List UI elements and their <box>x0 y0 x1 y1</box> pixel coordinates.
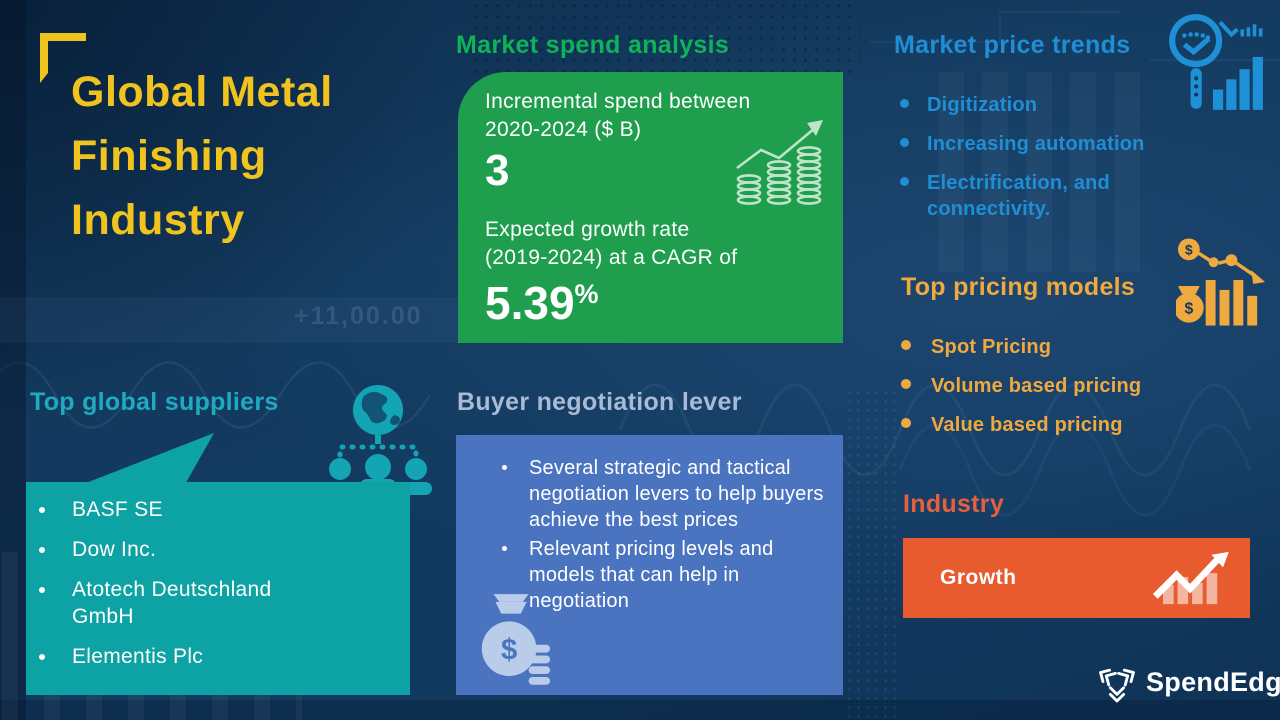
list-item-label: Volume based pricing <box>931 375 1142 397</box>
bullet-dot-icon <box>39 587 45 593</box>
market-spend-panel: Incremental spend between 2020-2024 ($ B… <box>458 72 843 343</box>
bullet-dot-icon <box>901 418 911 428</box>
pricing-models-heading: Top pricing models <box>901 273 1136 301</box>
list-item: Digitization <box>900 92 1167 118</box>
industry-growth-panel: Growth <box>903 538 1250 618</box>
page-title-line: Industry <box>71 196 245 244</box>
bullet-dot-icon <box>39 507 45 513</box>
list-item: Value based pricing <box>901 412 1201 439</box>
cagr-number: 5.39 <box>485 277 575 329</box>
list-item: Volume based pricing <box>901 373 1201 400</box>
list-item-label: Several strategic and tactical negotiati… <box>529 457 824 531</box>
industry-value-label: Growth <box>940 566 1017 589</box>
list-item-label: Increasing automation <box>927 133 1145 155</box>
list-item: Electrification, and connectivity. <box>900 170 1167 222</box>
incremental-spend-label: Incremental spend between 2020-2024 ($ B… <box>485 88 751 144</box>
incremental-spend-value: 3 <box>485 146 510 195</box>
suppliers-panel: BASF SE Dow Inc. Atotech Deutschland Gmb… <box>26 482 410 695</box>
bullet-dot-icon <box>901 379 911 389</box>
list-item-label: Atotech Deutschland GmbH <box>72 578 272 628</box>
market-spend-heading: Market spend analysis <box>456 31 730 59</box>
list-item-label: Dow Inc. <box>72 538 157 561</box>
background-left-strip <box>0 0 26 720</box>
title-corner-bracket <box>40 33 48 83</box>
suppliers-list: BASF SE Dow Inc. Atotech Deutschland Gmb… <box>39 496 330 683</box>
list-item: Dow Inc. <box>39 536 330 563</box>
coin-stacks-growth-icon <box>736 120 823 205</box>
money-bag-icon: $ <box>481 594 551 685</box>
label-line: (2019-2024) at a CAGR of <box>485 246 738 269</box>
list-item-label: Digitization <box>927 94 1038 116</box>
list-item: Spot Pricing <box>901 334 1201 361</box>
price-trends-list: Digitization Increasing automation Elect… <box>900 92 1167 235</box>
global-supplier-network-icon <box>324 385 432 495</box>
list-item-label: BASF SE <box>72 498 163 521</box>
market-analysis-magnifier-icon <box>1169 14 1263 110</box>
title-corner-bracket <box>40 33 86 41</box>
list-item-label: Relevant pricing levels and models that … <box>529 538 774 612</box>
list-item-label: Electrification, and connectivity. <box>927 172 1110 220</box>
page-title-line: Finishing <box>71 132 267 180</box>
list-item: Atotech Deutschland GmbH <box>39 576 330 630</box>
list-item-label: Elementis Plc <box>72 645 204 668</box>
list-item: Increasing automation <box>900 131 1167 157</box>
background-light-band <box>0 297 468 343</box>
list-item: Several strategic and tactical negotiati… <box>502 455 837 533</box>
bullet-dot-icon <box>901 340 911 350</box>
bullet-dot-icon <box>900 99 909 108</box>
background-bottom-strip <box>0 700 1280 720</box>
label-line: Expected growth rate <box>485 218 690 241</box>
suppliers-heading: Top global suppliers <box>30 388 279 416</box>
label-line: 2020-2024 ($ B) <box>485 118 642 141</box>
svg-text:$: $ <box>1184 301 1193 318</box>
list-item: BASF SE <box>39 496 330 523</box>
pricing-decline-chart-icon: $ $ <box>1176 238 1266 326</box>
list-item-label: Spot Pricing <box>931 336 1052 358</box>
bullet-dot-icon <box>900 138 909 147</box>
label-line: Incremental spend between <box>485 90 751 113</box>
spendedge-logo-text: SpendEdge <box>1146 666 1280 697</box>
bullet-dot-icon <box>900 177 909 186</box>
growth-arrow-chart-icon <box>1152 551 1229 605</box>
background-ticker-text: +11,00.00 <box>294 302 423 330</box>
spendedge-logo-icon <box>1099 668 1135 703</box>
page-title: Global Metal Finishing Industry <box>71 60 333 252</box>
list-item-label: Value based pricing <box>931 414 1123 436</box>
negotiation-list: Several strategic and tactical negotiati… <box>502 455 837 617</box>
spendedge-logo: SpendEdge™ <box>1098 660 1280 704</box>
pricing-models-list: Spot Pricing Volume based pricing Value … <box>901 334 1201 451</box>
bullet-dot-icon <box>39 654 45 660</box>
svg-text:$: $ <box>1185 241 1193 257</box>
bullet-dot-icon <box>39 547 45 553</box>
svg-text:$: $ <box>501 634 517 666</box>
price-trends-heading: Market price trends <box>894 31 1131 59</box>
negotiation-panel: $ Several strategic and tactical negotia… <box>456 435 843 695</box>
cagr-value: 5.39% <box>485 276 599 330</box>
bullet-dot-icon <box>502 546 507 551</box>
growth-rate-label: Expected growth rate (2019-2024) at a CA… <box>485 216 737 272</box>
negotiation-heading: Buyer negotiation lever <box>457 388 742 416</box>
page-title-line: Global Metal <box>71 68 333 116</box>
percent-sign: % <box>574 279 599 309</box>
background-bar-silhouette <box>938 72 1143 272</box>
list-item: Elementis Plc <box>39 643 330 670</box>
list-item: Relevant pricing levels and models that … <box>502 536 837 614</box>
industry-heading: Industry <box>903 490 1005 518</box>
bullet-dot-icon <box>502 465 507 470</box>
